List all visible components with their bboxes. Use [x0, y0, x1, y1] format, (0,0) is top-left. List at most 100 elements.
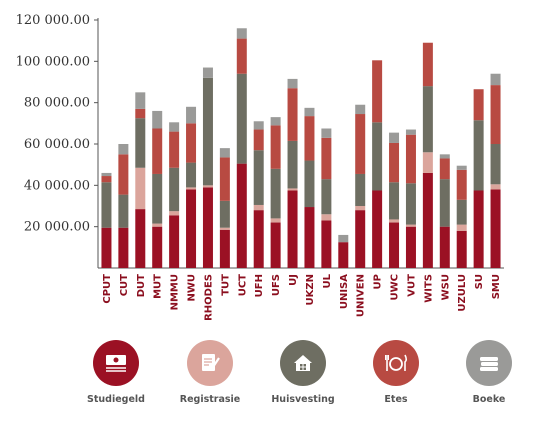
- bar-segment-huisvesting-up: [372, 122, 383, 191]
- bar-segment-studiegeld-uct: [236, 163, 247, 268]
- bar-segment-etes-ul: [321, 137, 332, 180]
- x-tick-label: UFH: [254, 274, 265, 297]
- bar-segment-boeke-uct: [236, 28, 247, 39]
- bar-segment-huisvesting-mut: [152, 173, 163, 224]
- bar-segment-etes-su: [473, 89, 484, 121]
- bar-segment-registrasie-mut: [152, 223, 163, 227]
- bar-segment-etes-uzulu: [456, 169, 467, 200]
- x-tick-label: UZULU: [457, 274, 468, 312]
- bar-segment-studiegeld-unisa: [338, 242, 349, 268]
- bar-segment-huisvesting-uj: [287, 140, 298, 189]
- bar-segment-studiegeld-ukzn: [304, 207, 315, 268]
- x-tick-label: UJ: [288, 274, 299, 286]
- bar-segment-etes-cput: [101, 176, 112, 183]
- legend-label-etes: Etes: [384, 394, 408, 405]
- bar-segment-studiegeld-wsu: [439, 226, 450, 268]
- x-tick-label: UWC: [390, 274, 401, 301]
- bar-segment-studiegeld-uzulu: [456, 230, 467, 268]
- x-tick-label: UNIVEN: [356, 274, 367, 317]
- x-tick-label: WITS: [423, 274, 434, 303]
- bar-segment-boeke-tut: [219, 148, 230, 158]
- bar-segment-boeke-ul: [321, 128, 332, 138]
- legend-label-boeke: Boeke: [472, 394, 506, 405]
- bar-segment-registrasie-uzulu: [456, 224, 467, 231]
- bar-segment-registrasie-uwc: [389, 219, 400, 223]
- y-tick-label: 20 000.00: [24, 220, 90, 235]
- bar-segment-boeke-mut: [152, 110, 163, 129]
- bar-segment-etes-mut: [152, 128, 163, 174]
- bar-segment-studiegeld-su: [473, 190, 484, 268]
- bar-segment-studiegeld-nmmu: [169, 215, 180, 268]
- bar-segment-huisvesting-wsu: [439, 179, 450, 227]
- bar-segment-huisvesting-uwc: [389, 182, 400, 220]
- books-icon: [466, 340, 512, 386]
- bar-segment-huisvesting-ul: [321, 179, 332, 215]
- legend-item-huisvesting: Huisvesting: [253, 340, 353, 405]
- x-tick-label: WSU: [440, 274, 451, 300]
- bar-segment-etes-uwc: [389, 142, 400, 183]
- x-tick-label: UL: [322, 273, 333, 288]
- bar-segment-boeke-uj: [287, 78, 298, 89]
- bar-segment-registrasie-ufh: [253, 204, 264, 211]
- bar-segment-etes-wsu: [439, 158, 450, 180]
- bar-segment-huisvesting-wits: [422, 86, 433, 153]
- x-tick-label: MUT: [153, 274, 164, 299]
- bar-segment-boeke-smu: [490, 73, 501, 86]
- y-tick-label: 40 000.00: [24, 178, 90, 193]
- bar-segment-boeke-rhodes: [202, 67, 213, 78]
- bar-segment-huisvesting-dut: [135, 118, 146, 168]
- bar-segment-etes-vut: [405, 134, 416, 184]
- bar-segment-boeke-ukzn: [304, 107, 315, 117]
- bar-segment-huisvesting-uct: [236, 73, 247, 164]
- x-tick-label: UCT: [237, 274, 248, 296]
- bar-segment-boeke-cut: [118, 144, 129, 155]
- bar-segment-etes-up: [372, 60, 383, 123]
- bar-segment-registrasie-tut: [219, 227, 230, 230]
- x-tick-label: UKZN: [305, 274, 316, 306]
- bar-segment-registrasie-dut: [135, 167, 146, 210]
- legend-label-studiegeld: Studiegeld: [87, 394, 145, 405]
- bar-segment-studiegeld-ufh: [253, 210, 264, 268]
- bar-segment-etes-smu: [490, 85, 501, 144]
- legend-label-huisvesting: Huisvesting: [271, 394, 335, 405]
- bar-segment-boeke-uzulu: [456, 165, 467, 170]
- bar-segment-registrasie-vut: [405, 224, 416, 227]
- money-stack-icon: [93, 340, 139, 386]
- bar-segment-boeke-univen: [355, 104, 366, 115]
- x-tick-label: UP: [373, 274, 384, 289]
- y-tick-label: 100 000.00: [16, 54, 90, 69]
- y-tick-label: 80 000.00: [24, 96, 90, 111]
- bar-segment-studiegeld-vut: [405, 226, 416, 268]
- bar-segment-studiegeld-uj: [287, 190, 298, 268]
- bar-segment-huisvesting-ufs: [270, 168, 281, 219]
- bar-segment-studiegeld-wits: [422, 172, 433, 268]
- bar-segment-huisvesting-nmmu: [169, 167, 180, 212]
- bar-segment-studiegeld-uwc: [389, 222, 400, 268]
- bar-segment-registrasie-nmmu: [169, 211, 180, 216]
- bar-segment-etes-ufh: [253, 129, 264, 151]
- bar-segment-studiegeld-dut: [135, 209, 146, 268]
- bar-segment-etes-nwu: [186, 123, 197, 163]
- bar-segment-registrasie-ufs: [270, 218, 281, 223]
- x-tick-label: NMMU: [170, 274, 181, 310]
- bar-segment-studiegeld-univen: [355, 210, 366, 268]
- legend-item-studiegeld: Studiegeld: [66, 340, 166, 405]
- bar-segment-etes-dut: [135, 108, 146, 119]
- x-tick-label: UNISA: [339, 274, 350, 309]
- bar-segment-huisvesting-cput: [101, 182, 112, 228]
- house-icon: [280, 340, 326, 386]
- bar-segment-studiegeld-ufs: [270, 222, 281, 268]
- y-tick-label: 60 000.00: [24, 137, 90, 152]
- bar-segment-huisvesting-rhodes: [202, 77, 213, 186]
- bar-segment-studiegeld-mut: [152, 226, 163, 268]
- legend-item-boeke: Boeke: [439, 340, 539, 405]
- bar-segment-etes-wits: [422, 42, 433, 87]
- plate-cutlery-icon: [373, 340, 419, 386]
- bar-segment-etes-tut: [219, 157, 230, 201]
- bar-segment-studiegeld-ul: [321, 220, 332, 268]
- bar-segment-huisvesting-univen: [355, 173, 366, 206]
- bar-segment-boeke-ufh: [253, 121, 264, 130]
- bar-segment-boeke-ufs: [270, 117, 281, 126]
- bar-segment-registrasie-nwu: [186, 187, 197, 190]
- bar-segment-etes-uj: [287, 88, 298, 141]
